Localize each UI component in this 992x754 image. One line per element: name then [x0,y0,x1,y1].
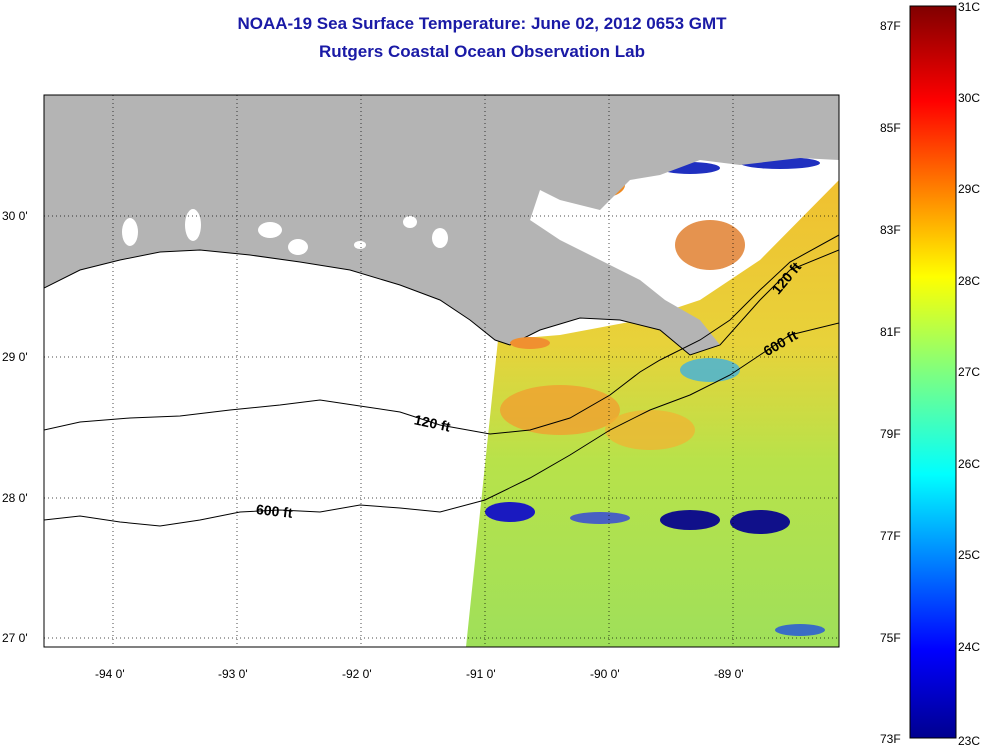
lake [432,228,448,248]
colorbar-f-label: 83F [880,223,901,237]
contour-600ft [44,322,839,527]
map-subtitle: Rutgers Coastal Ocean Observation Lab [319,42,645,61]
colorbar-f-label: 87F [880,19,901,33]
map-title: NOAA-19 Sea Surface Temperature: June 02… [237,14,727,33]
colorbar-f-label: 81F [880,325,901,339]
contour-120ft-west [44,234,839,435]
lake [354,241,366,249]
colorbar-c-label: 23C [958,734,981,748]
lat-label: 27 0' [2,631,28,645]
colorbar-c-label: 28C [958,274,981,288]
lon-label: -92 0' [342,667,372,681]
lon-label: -94 0' [95,667,125,681]
colorbar-f-label: 79F [880,427,901,441]
colorbar-c-label: 29C [958,182,981,196]
colorbar-c-label: 31C [958,0,981,14]
warm-patch [675,220,745,270]
colorbar-f-label: 77F [880,529,901,543]
colorbar-c-label: 24C [958,640,981,654]
cool-patch [570,512,630,524]
lake [185,209,201,241]
colorbar-c-label: 30C [958,91,981,105]
lon-label: -91 0' [466,667,496,681]
cool-patch [680,358,740,382]
lat-label: 30 0' [2,209,28,223]
bay-sst [510,337,550,349]
lon-label: -93 0' [218,667,248,681]
colorbar-f-label: 85F [880,121,901,135]
colorbar-f-label: 75F [880,631,901,645]
lat-label: 28 0' [2,491,28,505]
cool-patch [485,502,535,522]
lake [288,239,308,255]
colorbar-c-label: 27C [958,365,981,379]
lon-label: -89 0' [714,667,744,681]
cool-patch [775,624,825,636]
coastline [44,249,839,356]
colorbar [909,5,957,739]
cool-patch [660,510,720,530]
warm-patch [605,410,695,450]
cool-patch [730,510,790,534]
warm-patch [500,385,620,435]
lake [403,216,417,228]
colorbar-c-label: 26C [958,457,981,471]
lat-label: 29 0' [2,350,28,364]
colorbar-f-label: 73F [880,732,901,746]
colorbar-c-label: 25C [958,548,981,562]
land-mass [44,95,839,355]
lon-label: -90 0' [590,667,620,681]
lake [122,218,138,246]
lake [258,222,282,238]
